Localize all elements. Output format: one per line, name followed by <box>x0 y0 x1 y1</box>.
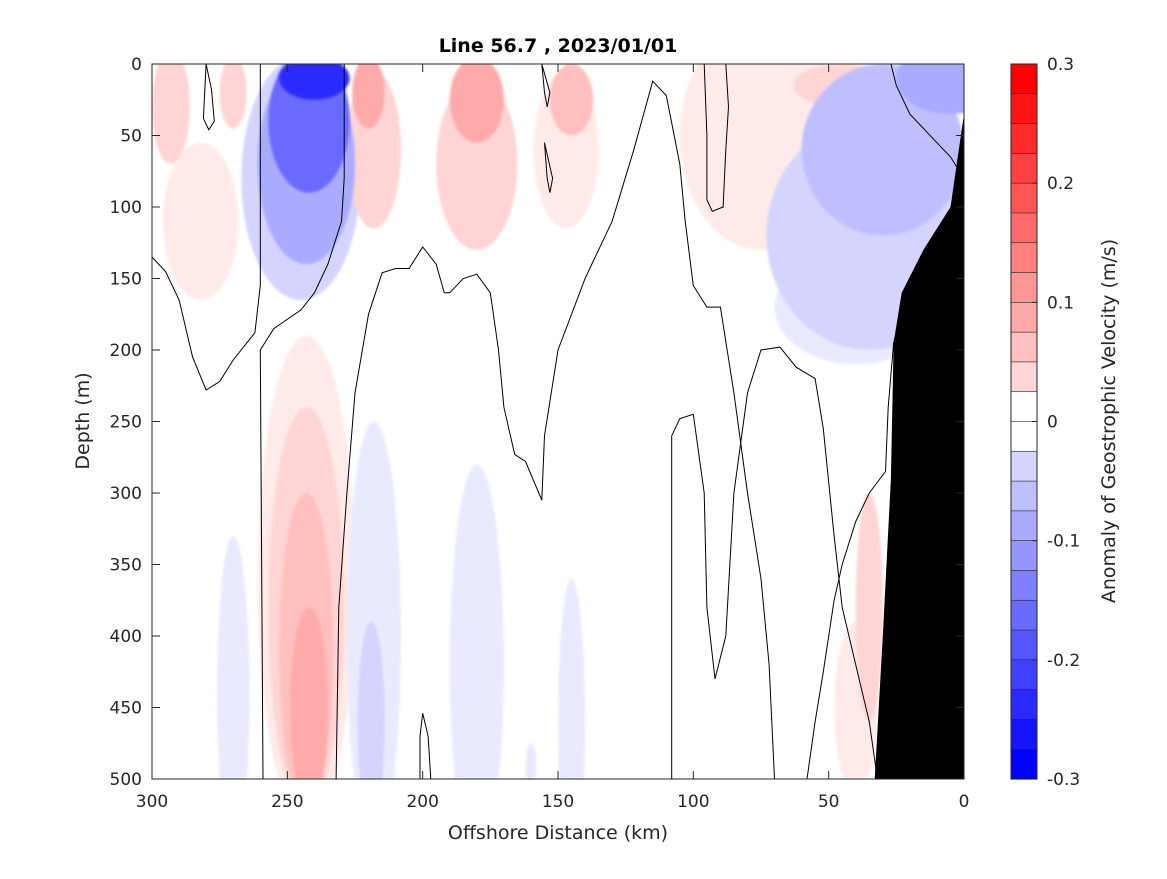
zero-contour-line <box>541 64 551 107</box>
x-tick-label: 50 <box>818 792 840 812</box>
zero-contour-line <box>152 64 261 391</box>
colorbar-band <box>1010 302 1038 333</box>
colorbar-band <box>1010 153 1038 184</box>
x-tick-label: 100 <box>677 792 709 812</box>
y-tick-label: 150 <box>110 270 142 290</box>
bathymetry <box>874 114 964 779</box>
x-axis: 300 250 200 150 100 50 0 <box>136 64 970 812</box>
velocity-anomaly-patch <box>152 64 190 165</box>
velocity-anomaly-patch <box>525 743 537 779</box>
y-tick-label: 250 <box>110 413 142 433</box>
y-tick-label: 400 <box>110 627 142 647</box>
colorbar-label: Anomaly of Geostrophic Velocity (m/s) <box>1098 239 1120 603</box>
y-tick-label: 350 <box>110 556 142 576</box>
y-tick-label: 500 <box>110 770 142 790</box>
colorbar-band <box>1010 480 1038 512</box>
colorbar-band <box>1010 719 1038 750</box>
colorbar-band <box>1010 93 1038 125</box>
colorbar <box>1010 63 1038 780</box>
x-tick-label: 250 <box>271 792 303 812</box>
velocity-anomaly-patch <box>558 578 586 779</box>
zero-contour-line <box>890 64 964 179</box>
y-tick-label: 100 <box>110 198 142 218</box>
colorbar-band <box>1010 689 1038 721</box>
zero-contour-line <box>335 80 775 779</box>
colorbar-tick-label: -0.2 <box>1047 651 1080 671</box>
zero-contour-line <box>671 346 878 779</box>
y-axis: 0 50 100 150 200 250 300 350 400 450 500 <box>110 55 964 790</box>
colorbar-tick-label: -0.1 <box>1047 532 1080 552</box>
y-tick-label: 50 <box>120 127 142 147</box>
colorbar-band <box>1010 331 1038 363</box>
colorbar-band <box>1010 361 1038 393</box>
velocity-anomaly-patch <box>357 621 385 779</box>
sea-floor <box>874 114 964 779</box>
colorbar-band <box>1010 182 1038 214</box>
colorbar-ticks: 0.3 0.2 0.1 0 -0.1 -0.2 -0.3 <box>1032 55 1080 790</box>
zero-contour-line <box>703 64 730 212</box>
x-tick-label: 200 <box>406 792 438 812</box>
y-tick-label: 200 <box>110 341 142 361</box>
colorbar-band <box>1010 421 1038 452</box>
y-tick-label: 0 <box>131 55 142 75</box>
velocity-anomaly-patch <box>896 64 964 115</box>
y-tick-label: 300 <box>110 484 142 504</box>
velocity-anomaly-patch <box>855 493 883 722</box>
colorbar-band <box>1010 123 1038 154</box>
colorbar-band <box>1010 212 1038 244</box>
zero-contours <box>152 64 964 779</box>
y-axis-label: Depth (m) <box>72 372 94 469</box>
velocity-anomaly-patch <box>219 64 247 129</box>
colorbar-band <box>1010 629 1038 661</box>
colorbar-tick-label: -0.3 <box>1047 770 1080 790</box>
y-tick-label: 450 <box>110 699 142 719</box>
velocity-anomaly-patch <box>449 464 504 779</box>
x-tick-label: 0 <box>959 792 970 812</box>
colorbar-band <box>1010 450 1038 482</box>
colorbar-band <box>1010 540 1038 572</box>
colorbar-tick-label: 0.3 <box>1047 55 1074 75</box>
colorbar-band <box>1010 272 1038 303</box>
zero-contour-line <box>419 713 432 779</box>
x-tick-label: 150 <box>542 792 574 812</box>
colorbar-band <box>1010 510 1038 542</box>
velocity-anomaly-patch <box>290 607 328 779</box>
colorbar-tick-label: 0.1 <box>1047 293 1074 313</box>
velocity-anomaly-patch <box>279 64 350 100</box>
colorbar-band <box>1010 242 1038 274</box>
colorbar-band <box>1010 570 1038 601</box>
velocity-anomaly-patch <box>216 535 250 779</box>
velocity-anomaly-patch <box>449 64 504 143</box>
velocity-anomaly-patch <box>162 142 239 300</box>
zero-contour-line <box>202 64 215 131</box>
colorbar-band <box>1010 391 1038 423</box>
colorbar-band <box>1010 599 1038 631</box>
x-axis-label: Offshore Distance (km) <box>448 822 668 844</box>
velocity-anomaly-patch <box>352 64 385 129</box>
zero-contour-line <box>544 142 554 193</box>
colorbar-band <box>1010 659 1038 691</box>
chart-title: Line 56.7 , 2023/01/01 <box>439 35 678 57</box>
colorbar-tick-label: 0.2 <box>1047 174 1074 194</box>
colorbar-band <box>1010 63 1038 95</box>
zero-contour-line <box>259 64 345 779</box>
colorbar-tick-label: 0 <box>1047 413 1058 433</box>
x-tick-label: 300 <box>136 792 168 812</box>
colorbar-band <box>1010 748 1038 780</box>
velocity-anomaly-patch <box>549 64 594 136</box>
